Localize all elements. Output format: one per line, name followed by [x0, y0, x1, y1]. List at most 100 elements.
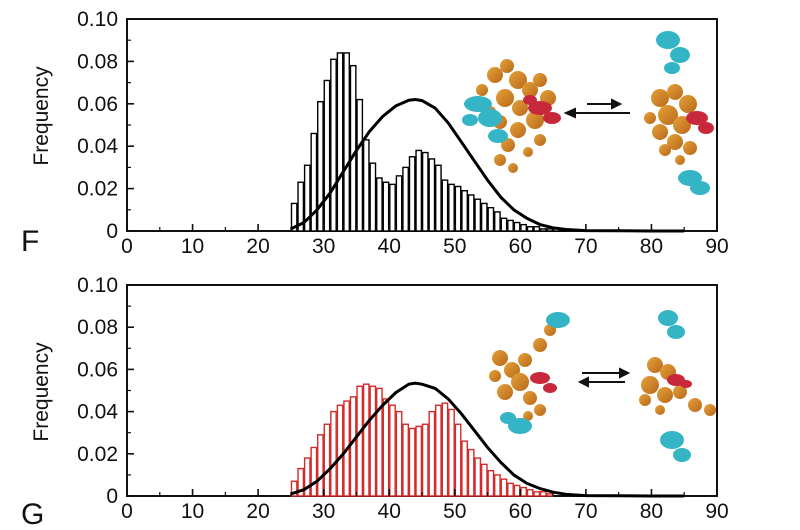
histogram-bar-f: [461, 190, 468, 232]
histogram-bar-f: [317, 100, 324, 232]
x-tick-label-g: 0: [121, 500, 133, 523]
histogram-bar-g: [546, 493, 554, 497]
histogram-bar-f: [395, 175, 403, 232]
histogram-bar-g: [336, 404, 344, 497]
histogram-bar-f: [448, 183, 455, 232]
histogram-bar-f: [362, 139, 370, 232]
y-axis-label-g: Frequency: [30, 342, 53, 442]
x-tick-label-f: 40: [378, 235, 401, 258]
panel-letter-g: G: [21, 498, 44, 530]
panel-f: 0 10 20 30 40 50 60 70 80 90 0 0.02 0.04 0.06 0.08 0.10…: [21, 8, 729, 258]
histogram-bar-g: [461, 440, 468, 497]
histogram-bar-g: [441, 402, 449, 497]
histogram-bar-f: [408, 156, 416, 232]
equilibrium-arrows-g: [577, 367, 631, 388]
histogram-bar-g: [487, 469, 495, 497]
histogram-bar-g: [494, 474, 501, 497]
y-tick-label-f: 0: [106, 220, 118, 243]
histogram-bar-f: [303, 164, 311, 232]
histogram-bar-f: [376, 177, 383, 232]
x-tick-label-f: 10: [181, 235, 204, 258]
histogram-bar-g: [290, 480, 298, 497]
histogram-bar-g: [467, 448, 475, 497]
protein-structure-extended-f: [644, 31, 714, 195]
histogram-bar-g: [297, 467, 305, 497]
x-tick-label-g: 90: [705, 500, 728, 523]
x-tick-label-f: 0: [121, 235, 133, 258]
panel-letter-f: F: [21, 225, 39, 258]
x-tick-label-g: 30: [312, 500, 335, 523]
y-axis-label-f: Frequency: [30, 66, 53, 166]
histogram-bar-f: [454, 185, 462, 232]
histogram-bar-g: [474, 457, 482, 497]
histogram-bar-g: [539, 491, 547, 497]
histogram-bar-f: [467, 194, 475, 232]
protein-structure-extended-g: [639, 310, 716, 462]
x-tick-label-f: 50: [443, 235, 466, 258]
histogram-bar-g: [362, 383, 370, 497]
x-tick-label-g: 80: [640, 500, 663, 523]
x-tick-label-f: 30: [312, 235, 335, 258]
histogram-bar-f: [297, 181, 305, 232]
x-tick-label-f: 90: [705, 235, 728, 258]
histogram-bar-g: [303, 457, 311, 497]
histogram-bar-g: [369, 385, 377, 497]
histogram-bar-f: [343, 52, 350, 232]
histogram-bar-g: [533, 491, 541, 497]
y-tick-label-g: 0: [106, 485, 118, 508]
x-tick-label-g: 70: [574, 500, 597, 523]
y-tick-label-g: 0.10: [77, 274, 118, 297]
x-tick-label-f: 80: [640, 235, 663, 258]
y-tick-label-f: 0.08: [77, 50, 118, 73]
histogram-bar-g: [500, 478, 508, 497]
histogram-bar-f: [539, 228, 547, 232]
histogram-bar-g: [349, 396, 357, 497]
histogram-bar-f: [336, 52, 344, 232]
y-tick-label-f: 0.06: [77, 93, 118, 116]
histogram-bar-f: [494, 211, 501, 232]
histogram-bar-g: [454, 423, 462, 497]
histogram-bar-g: [376, 387, 383, 497]
histogram-bar-f: [533, 226, 541, 232]
histogram-bar-g: [402, 423, 409, 497]
x-tick-label-g: 60: [509, 500, 532, 523]
histogram-bar-g: [435, 404, 442, 497]
equilibrium-arrows-f: [563, 98, 630, 119]
histogram-bar-g: [480, 463, 488, 497]
fit-curve-g: [290, 381, 685, 498]
y-tick-label-g: 0.04: [77, 401, 118, 424]
histogram-bar-g: [323, 423, 331, 497]
histogram-bar-g: [428, 410, 436, 497]
histogram-bar-g: [356, 385, 364, 497]
histogram-bar-g: [408, 427, 416, 497]
x-tick-label-f: 70: [574, 235, 597, 258]
histogram-bar-f: [330, 58, 337, 232]
histogram-bar-f: [382, 181, 390, 232]
histogram-bar-g: [415, 425, 423, 497]
histogram-bar-f: [310, 132, 318, 232]
histogram-bar-f: [421, 151, 429, 232]
y-tick-label-f: 0.02: [77, 178, 118, 201]
ticks-f: 0 10 20 30 40 50 60 70 80 90 0 0.02 0.04 0.06 0.08 0.10: [77, 8, 729, 258]
x-tick-label-f: 60: [509, 235, 532, 258]
histogram-bar-f: [435, 164, 442, 232]
x-tick-label-g: 20: [246, 500, 269, 523]
histogram-bar-g: [330, 410, 337, 497]
histogram-bar-f: [428, 158, 436, 232]
y-tick-label-g: 0.02: [77, 443, 118, 466]
histogram-bar-f: [441, 179, 449, 232]
histogram-bar-f: [323, 79, 331, 232]
x-tick-label-g: 10: [181, 500, 204, 523]
histogram-bar-f: [500, 217, 508, 232]
histogram-bar-g: [395, 410, 403, 497]
x-tick-label-g: 40: [378, 500, 401, 523]
panel-g: 0 10 20 30 40 50 60 70 80 90 0 0.02 0.04 0.06 0.08 0.10…: [21, 274, 729, 530]
histogram-bar-g: [520, 486, 527, 497]
histogram-bar-f: [507, 219, 514, 232]
histogram-bar-g: [526, 488, 534, 497]
bars-f: [290, 52, 567, 232]
histogram-bar-g: [317, 434, 324, 497]
y-tick-label-g: 0.06: [77, 358, 118, 381]
histogram-bar-f: [474, 198, 482, 232]
